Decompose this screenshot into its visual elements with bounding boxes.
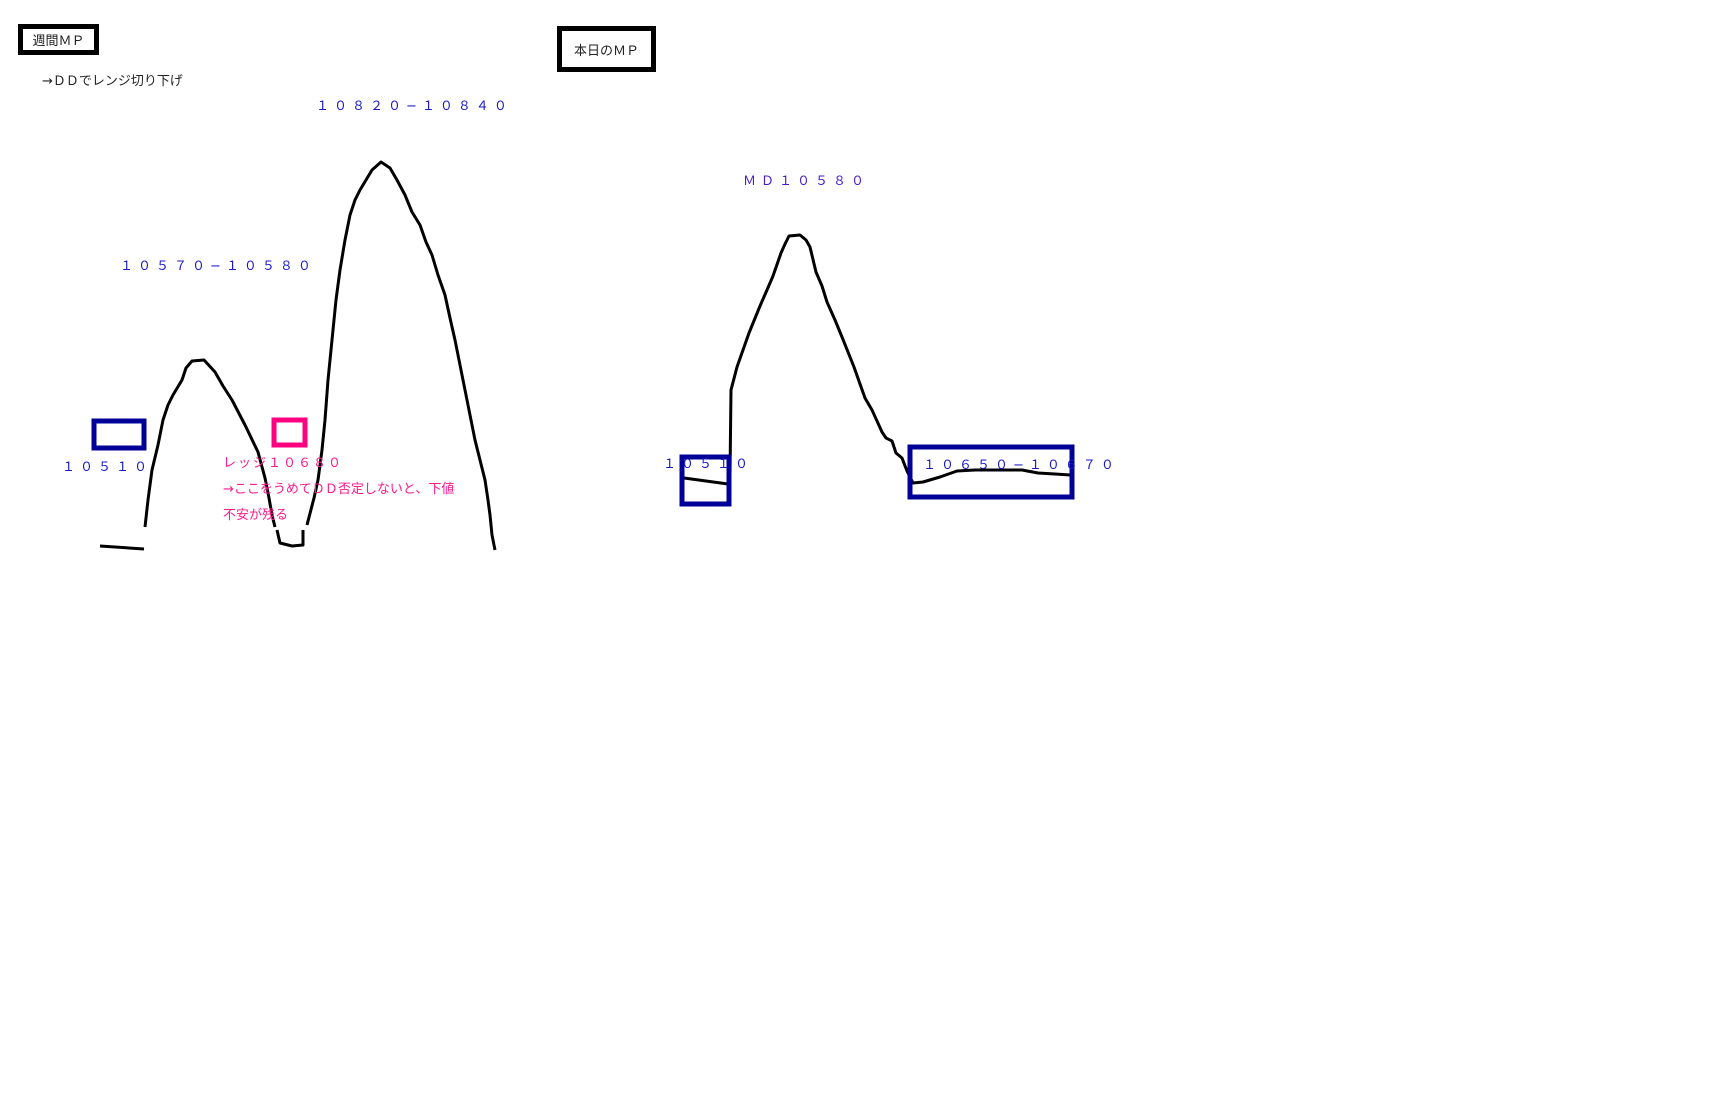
weekly-profile-curve — [99, 160, 497, 551]
daily-mp-title: 本日のＭＰ — [573, 43, 639, 59]
weekly-ledge-note-1: →ここをうめてＤＤ否定しないと、下値 — [223, 482, 455, 497]
daily-peak-label: ＭＤ１０５８０ — [743, 174, 870, 189]
daily-mp-title-box: 本日のＭＰ — [557, 26, 656, 72]
daily-range-box — [907, 444, 1075, 500]
weekly-ledge-note-2: 不安が残る — [223, 508, 289, 523]
weekly-note: →ＤＤでレンジ切り下げ — [42, 74, 183, 89]
weekly-low-box — [91, 418, 147, 451]
weekly-mp-title: 週間ＭＰ — [32, 34, 85, 49]
daily-low-box — [679, 454, 732, 507]
daily-low-label: １０５１０ — [663, 457, 754, 472]
daily-range-label: １０６５０−１０６７０ — [923, 458, 1119, 473]
weekly-ledge-label: レッジ１０６８０ — [223, 456, 344, 471]
daily-profile-curve — [683, 233, 1071, 486]
weekly-low-label: １０５１０ — [62, 460, 153, 475]
weekly-mp-title-box: 週間ＭＰ — [18, 24, 99, 55]
weekly-peak1-label: １０５７０−１０５８０ — [120, 259, 316, 274]
weekly-peak2-label: １０８２０−１０８４０ — [316, 99, 512, 114]
weekly-ledge-box — [271, 417, 308, 448]
